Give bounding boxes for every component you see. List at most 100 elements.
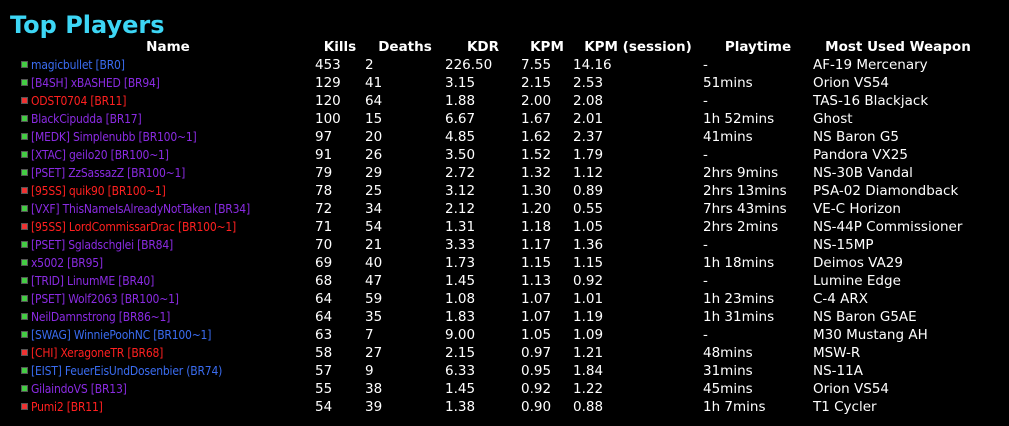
- column-header-kills: Kills: [323, 39, 357, 55]
- player-name-cell: [B4SH] xBASHED [BR94]: [21, 74, 315, 92]
- player-kills: 55: [315, 381, 333, 397]
- table-row: [PSET] Wolf2063 [BR100~1] 64 59 1.08 1.07 1.0…: [21, 290, 983, 308]
- player-name-link[interactable]: magicbullet [BR0]: [31, 58, 125, 72]
- player-weapon: AF-19 Mercenary: [813, 57, 928, 73]
- player-kpm: 1.07: [521, 291, 552, 307]
- player-deaths: 39: [365, 399, 383, 415]
- player-name-link[interactable]: [TRID] LinumME [BR40]: [31, 274, 155, 288]
- player-playtime: 1h 7mins: [703, 399, 766, 415]
- player-name-link[interactable]: [CHI] XeragoneTR [BR68]: [31, 346, 164, 360]
- player-name-link[interactable]: [95SS] quik90 [BR100~1]: [31, 184, 166, 198]
- faction-icon: [21, 169, 28, 176]
- player-weapon: Lumine Edge: [813, 273, 901, 289]
- player-kdr: 3.33: [445, 237, 476, 253]
- player-kpm: 0.90: [521, 399, 552, 415]
- player-name-link[interactable]: x5002 [BR95]: [31, 256, 103, 270]
- player-weapon: Orion VS54: [813, 381, 890, 397]
- player-weapon: MSW-R: [813, 345, 861, 361]
- player-name-link[interactable]: ODST0704 [BR11]: [31, 94, 127, 108]
- table-row: [95SS] LordCommissarDrac [BR100~1] 71 54 1.…: [21, 218, 983, 236]
- player-kills: 71: [315, 219, 333, 235]
- table-row: [PSET] Sgladschglei [BR84] 70 21 3.33 1.17 1.…: [21, 236, 983, 254]
- table-row: NeilDamnstrong [BR86~1] 64 35 1.83 1.07 1.19 1…: [21, 308, 983, 326]
- player-name-link[interactable]: [B4SH] xBASHED [BR94]: [31, 76, 160, 90]
- player-deaths: 27: [365, 345, 383, 361]
- player-kpm-session: 1.79: [573, 147, 604, 163]
- player-kills: 453: [315, 57, 341, 73]
- player-kpm-session: 2.08: [573, 93, 604, 109]
- player-deaths: 47: [365, 273, 383, 289]
- player-name-link[interactable]: [XTAC] geilo20 [BR100~1]: [31, 148, 169, 162]
- player-kdr: 1.45: [445, 273, 476, 289]
- player-kpm: 1.13: [521, 273, 552, 289]
- player-name-link[interactable]: [PSET] Sgladschglei [BR84]: [31, 238, 174, 252]
- player-weapon: C-4 ARX: [813, 291, 869, 307]
- player-name-link[interactable]: [VXF] ThisNameIsAlreadyNotTaken [BR34]: [31, 202, 250, 216]
- player-deaths: 25: [365, 183, 383, 199]
- player-kills: 63: [315, 327, 333, 343]
- table-row: [PSET] ZzSassazZ [BR100~1] 79 29 2.72 1.32 1.…: [21, 164, 983, 182]
- player-playtime: -: [703, 57, 708, 73]
- player-name-cell: [EIST] FeuerEisUndDosenbier (BR74): [21, 362, 315, 380]
- player-deaths: 35: [365, 309, 383, 325]
- column-header-kpm-session: KPM (session): [584, 39, 692, 55]
- player-playtime: 1h 23mins: [703, 291, 775, 307]
- player-name-cell: ODST0704 [BR11]: [21, 92, 315, 110]
- player-kills: 64: [315, 309, 333, 325]
- player-kdr: 1.38: [445, 399, 476, 415]
- player-kills: 120: [315, 93, 341, 109]
- column-header-kpm: KPM: [530, 39, 564, 55]
- player-name-link[interactable]: [95SS] LordCommissarDrac [BR100~1]: [31, 220, 237, 234]
- player-playtime: 2hrs 2mins: [703, 219, 779, 235]
- player-kpm-session: 1.12: [573, 165, 604, 181]
- player-weapon: VE-C Horizon: [813, 201, 901, 217]
- player-name-link[interactable]: [EIST] FeuerEisUndDosenbier (BR74): [31, 364, 223, 378]
- player-kdr: 6.33: [445, 363, 476, 379]
- player-kills: 129: [315, 75, 341, 91]
- player-name-link[interactable]: GilaindoVS [BR13]: [31, 382, 127, 396]
- faction-icon: [21, 151, 28, 158]
- player-kpm: 0.95: [521, 363, 552, 379]
- player-name-link[interactable]: [PSET] ZzSassazZ [BR100~1]: [31, 166, 186, 180]
- player-kpm: 2.15: [521, 75, 552, 91]
- player-kdr: 226.50: [445, 57, 493, 73]
- player-weapon: NS-44P Commissioner: [813, 219, 963, 235]
- player-name-link[interactable]: NeilDamnstrong [BR86~1]: [31, 310, 171, 324]
- player-playtime: -: [703, 147, 708, 163]
- faction-icon: [21, 403, 28, 410]
- faction-icon: [21, 349, 28, 356]
- player-kdr: 1.73: [445, 255, 476, 271]
- player-name-link[interactable]: Pumi2 [BR11]: [31, 400, 103, 414]
- player-kdr: 6.67: [445, 111, 476, 127]
- player-name-link[interactable]: BlackCipudda [BR17]: [31, 112, 142, 126]
- player-name-link[interactable]: [SWAG] WinniePoohNC [BR100~1]: [31, 328, 212, 342]
- player-kills: 68: [315, 273, 333, 289]
- player-playtime: 1h 18mins: [703, 255, 775, 271]
- player-kdr: 1.45: [445, 381, 476, 397]
- player-kdr: 1.31: [445, 219, 476, 235]
- player-name-cell: GilaindoVS [BR13]: [21, 380, 315, 398]
- player-kills: 64: [315, 291, 333, 307]
- player-kpm-session: 1.01: [573, 291, 604, 307]
- faction-icon: [21, 61, 28, 68]
- player-kdr: 3.12: [445, 183, 476, 199]
- faction-icon: [21, 331, 28, 338]
- player-kpm-session: 14.16: [573, 57, 612, 73]
- player-weapon: NS Baron G5: [813, 129, 899, 145]
- player-name-cell: NeilDamnstrong [BR86~1]: [21, 308, 315, 326]
- faction-icon: [21, 133, 28, 140]
- players-table: Name Kills Deaths KDR KPM KPM (session) …: [21, 38, 983, 416]
- table-row: magicbullet [BR0] 453 2 226.50 7.55 14.16 - AF-…: [21, 56, 983, 74]
- player-kpm-session: 1.15: [573, 255, 604, 271]
- player-weapon: Orion VS54: [813, 75, 890, 91]
- player-kdr: 1.08: [445, 291, 476, 307]
- player-name-link[interactable]: [PSET] Wolf2063 [BR100~1]: [31, 292, 179, 306]
- player-name-link[interactable]: [MEDK] Simplenubb [BR100~1]: [31, 130, 197, 144]
- player-playtime: 48mins: [703, 345, 753, 361]
- table-row: BlackCipudda [BR17] 100 15 6.67 1.67 2.01 1h 5…: [21, 110, 983, 128]
- faction-icon: [21, 313, 28, 320]
- player-kpm-session: 1.09: [573, 327, 604, 343]
- player-name-cell: Pumi2 [BR11]: [21, 398, 315, 416]
- player-kpm: 1.20: [521, 201, 552, 217]
- table-row: [MEDK] Simplenubb [BR100~1] 97 20 4.85 1.62 2…: [21, 128, 983, 146]
